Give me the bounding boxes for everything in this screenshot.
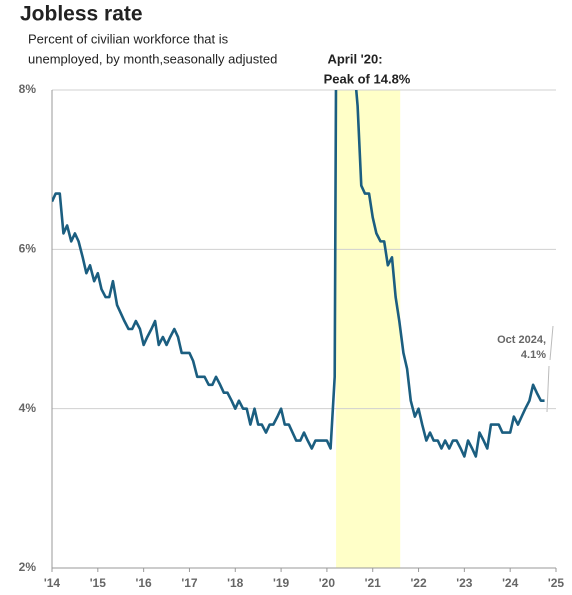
annotation: Oct 2024, <box>497 334 546 346</box>
y-tick-label: 8% <box>19 82 37 96</box>
highlight-band <box>336 90 401 568</box>
y-tick-label: 2% <box>19 560 37 574</box>
x-tick-label: '17 <box>181 576 198 590</box>
line-series <box>52 90 545 458</box>
x-tick-label: '18 <box>227 576 244 590</box>
x-tick-label: '22 <box>410 576 427 590</box>
x-tick-label: '19 <box>273 576 290 590</box>
x-tick-label: '20 <box>319 576 336 590</box>
subtitle: Percent of civilian workforce that is <box>28 31 229 46</box>
annotation: 4.1% <box>521 349 546 361</box>
x-tick-label: '25 <box>548 576 565 590</box>
x-tick-label: '23 <box>456 576 473 590</box>
x-tick-label: '16 <box>136 576 153 590</box>
plot: 2% 4% 6% 8% '14 '15 '16 '17 '18 '19 '20 '21 '22 '23 '2… <box>19 82 565 590</box>
chart-title: Jobless rate <box>20 3 143 26</box>
annotation-leader <box>546 325 554 413</box>
y-tick-label: 4% <box>19 401 37 415</box>
x-tick-label: '24 <box>502 576 519 590</box>
annotation: Peak of 14.8% <box>324 71 411 86</box>
x-tick-label: '21 <box>365 576 382 590</box>
subtitle: unemployed, by month,seasonally adjusted <box>28 51 277 66</box>
x-tick-label: '14 <box>44 576 61 590</box>
annotation: April '20: <box>327 51 382 66</box>
y-tick-label: 6% <box>19 242 37 256</box>
x-tick-label: '15 <box>90 576 107 590</box>
